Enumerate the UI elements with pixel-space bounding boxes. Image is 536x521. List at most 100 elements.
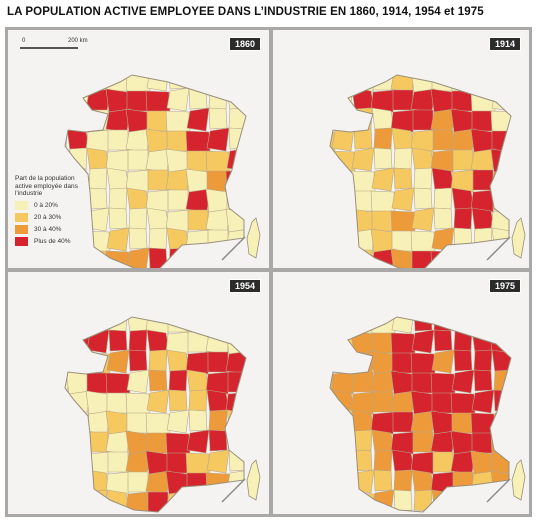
- departement-cell: [330, 472, 335, 494]
- departement-cell: [128, 329, 148, 352]
- corsica-outline: [246, 217, 261, 259]
- departement-cell: [127, 149, 149, 171]
- legend-label: 20 à 30%: [34, 213, 62, 221]
- scale-distance-label: 200 km: [68, 38, 88, 44]
- departement-cell: [127, 471, 149, 493]
- departement-cell: [106, 75, 130, 92]
- departement-cell: [371, 489, 395, 512]
- year-badge: 1954: [228, 279, 261, 293]
- departement-cell: [330, 452, 336, 475]
- departement-cell: [166, 349, 190, 374]
- france-outline: [329, 74, 512, 268]
- departement-cell: [205, 317, 231, 335]
- departement-cell: [185, 490, 211, 512]
- departement-cell: [145, 90, 171, 113]
- departement-cell: [106, 392, 130, 414]
- departement-cell: [391, 352, 415, 374]
- departement-cell: [333, 409, 353, 432]
- departement-cell: [66, 317, 90, 334]
- departement-cell: [492, 189, 511, 211]
- departement-cell: [146, 329, 170, 354]
- departement-cell: [411, 329, 435, 354]
- departement-cell: [471, 207, 495, 232]
- departement-cell: [493, 389, 511, 412]
- departement-cell: [470, 128, 496, 153]
- departement-cell: [65, 332, 91, 355]
- departement-cell: [371, 167, 395, 192]
- departement-cell: [148, 349, 168, 372]
- departement-cell: [410, 390, 436, 415]
- legend-label: Plus de 40%: [34, 237, 71, 245]
- departement-cell: [188, 409, 208, 432]
- france-outline: [64, 74, 247, 268]
- departement-cell: [370, 317, 396, 335]
- corsica-outline: [511, 459, 526, 501]
- inset-divider: [221, 478, 246, 503]
- departement-cell: [352, 249, 374, 268]
- departement-cell: [451, 412, 475, 434]
- departement-cell: [330, 130, 336, 153]
- year-badge: 1914: [488, 37, 521, 51]
- departement-cell: [411, 469, 435, 494]
- departement-cell: [330, 409, 333, 432]
- departement-cell: [206, 389, 230, 414]
- departement-cell: [108, 207, 128, 230]
- departement-cell: [65, 449, 68, 472]
- departement-cell: [105, 250, 131, 268]
- departement-cell: [371, 332, 395, 354]
- departement-cell: [188, 389, 208, 412]
- departement-cell: [390, 210, 416, 233]
- departement-cell: [390, 248, 416, 268]
- departement-cell: [330, 389, 333, 412]
- departement-cell: [65, 489, 70, 512]
- inset-divider: [486, 236, 511, 261]
- departement-cell: [330, 317, 356, 335]
- departement-cell: [431, 392, 455, 414]
- scale-line: [20, 47, 78, 49]
- departement-cell: [65, 317, 71, 335]
- departement-cell: [330, 317, 336, 335]
- departement-cell: [106, 489, 130, 512]
- departement-cell: [431, 167, 455, 192]
- departement-cell: [330, 208, 356, 233]
- departement-cell: [166, 227, 190, 252]
- departement-cell: [186, 369, 210, 394]
- departement-cell: [165, 148, 191, 173]
- legend-title: Part de la population active employée da…: [15, 175, 78, 197]
- departement-cell: [453, 349, 473, 372]
- departement-cell: [66, 352, 90, 374]
- departement-cell: [226, 409, 246, 434]
- departement-cell: [225, 350, 246, 375]
- legend-item-0-20: 0 à 20%: [15, 200, 105, 210]
- departement-cell: [390, 370, 416, 395]
- departement-cell: [86, 147, 110, 172]
- map-panel-1954: 1954: [8, 272, 269, 514]
- departement-cell: [371, 429, 395, 454]
- departement-cell: [128, 349, 148, 372]
- departement-cell: [413, 167, 433, 190]
- legend-item-20-30: 20 à 30%: [15, 212, 105, 222]
- departement-cell: [372, 75, 394, 91]
- departement-cell: [431, 349, 455, 374]
- departement-cell: [65, 147, 68, 170]
- departement-cell: [145, 412, 171, 435]
- departement-cell: [165, 490, 191, 512]
- departement-cell: [208, 409, 228, 432]
- departement-cell: [373, 449, 393, 472]
- departement-cell: [330, 209, 334, 231]
- departement-cell: [351, 409, 375, 434]
- departement-cell: [330, 188, 356, 213]
- departement-cell: [333, 87, 353, 110]
- departement-cell: [108, 187, 128, 210]
- departement-cell: [333, 429, 353, 452]
- departement-cell: [490, 148, 511, 173]
- departement-cell: [86, 372, 110, 394]
- departement-cell: [391, 187, 415, 212]
- departement-cell: [166, 130, 190, 152]
- departement-cell: [148, 227, 168, 250]
- departement-cell: [333, 107, 353, 130]
- departement-cell: [391, 127, 415, 152]
- departement-cell: [107, 129, 129, 151]
- departement-cell: [331, 75, 355, 92]
- departement-cell: [168, 389, 188, 412]
